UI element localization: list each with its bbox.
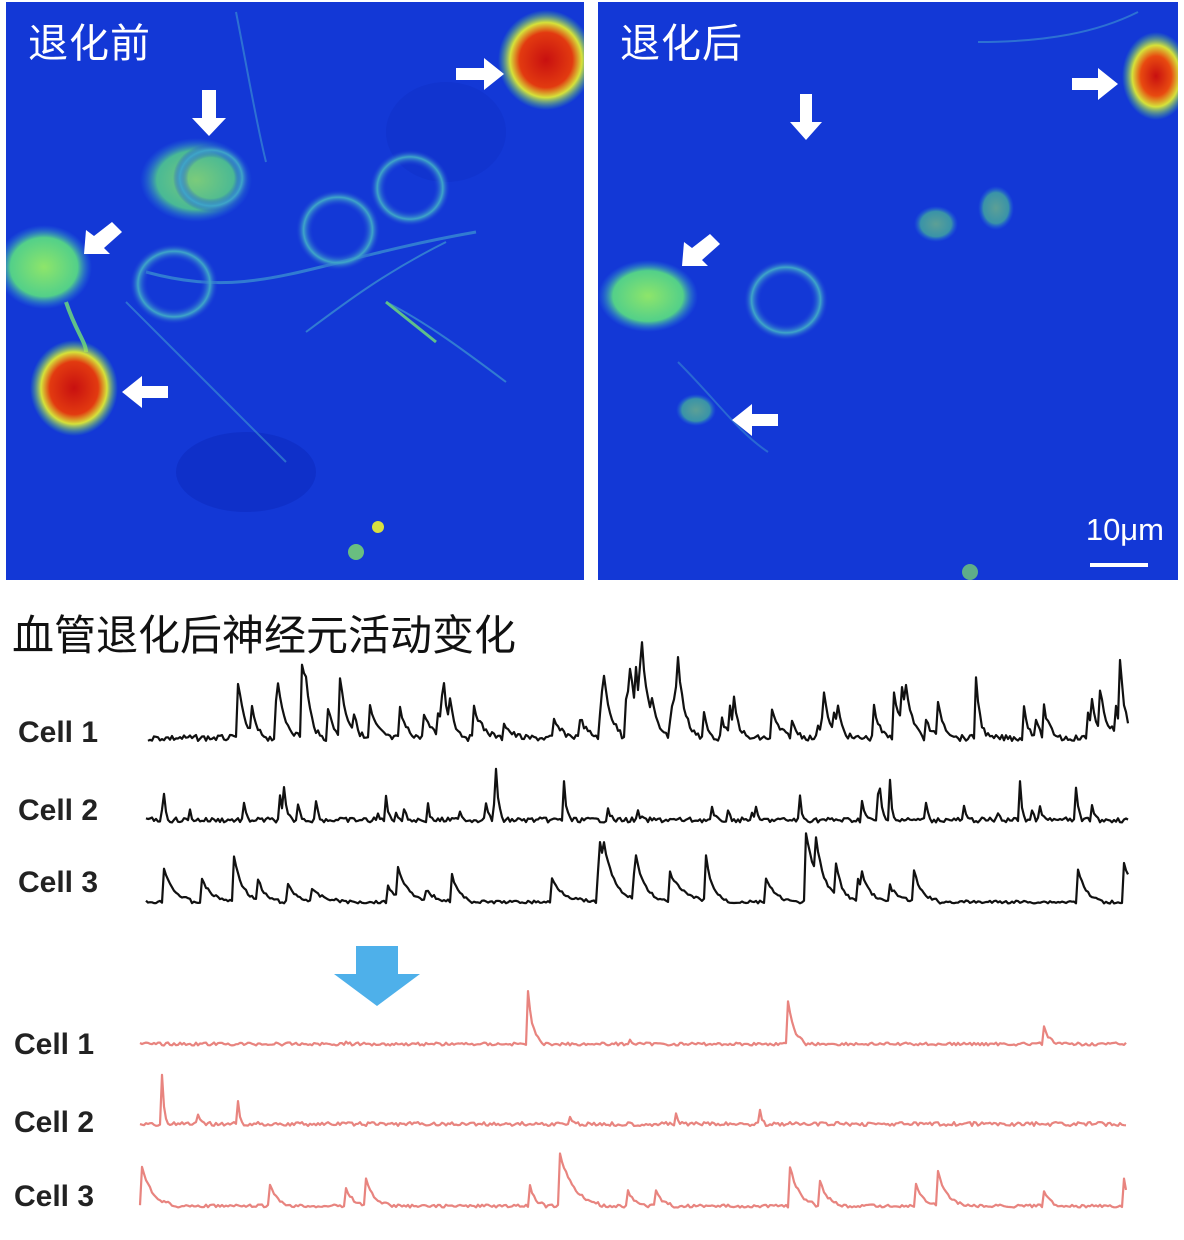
before-microscopy-image xyxy=(6,2,584,580)
trace-after-cell3 xyxy=(138,1152,1128,1209)
trace-before-cell3 xyxy=(145,832,1129,905)
trace-after-cell2 xyxy=(139,1073,1127,1128)
trace-after-cell1 xyxy=(139,989,1127,1047)
after-microscopy-image xyxy=(598,2,1178,580)
white-arrow-icon xyxy=(192,90,226,136)
trace-label-before-cell3: Cell 3 xyxy=(18,866,99,899)
white-arrow-icon xyxy=(1072,68,1118,100)
white-arrow-icon xyxy=(790,94,822,140)
trace-label-before-cell2: Cell 2 xyxy=(18,794,99,827)
white-arrow-icon xyxy=(84,222,122,254)
trace-label-before-cell1: Cell 1 xyxy=(18,716,99,749)
scale-bar-label: 10μm xyxy=(1085,512,1164,547)
white-arrow-icon xyxy=(456,58,504,90)
before-image-panel: 退化前 xyxy=(6,2,584,580)
down-arrow-icon xyxy=(334,946,420,1006)
trace-before-cell2 xyxy=(145,767,1129,824)
section-title: 血管退化后神经元活动变化 xyxy=(12,611,517,660)
scale-bar xyxy=(1090,563,1148,567)
trace-label-after-cell3: Cell 3 xyxy=(14,1180,95,1213)
after-image-panel: 退化后 10μm xyxy=(598,2,1178,580)
white-arrow-icon xyxy=(682,234,720,266)
after-label: 退化后 xyxy=(620,21,743,67)
trace-label-after-cell1: Cell 1 xyxy=(14,1028,95,1061)
white-arrow-icon xyxy=(732,404,778,436)
before-label: 退化前 xyxy=(28,21,151,67)
trace-before-cell1 xyxy=(147,641,1130,743)
trace-label-after-cell2: Cell 2 xyxy=(14,1106,95,1139)
white-arrow-icon xyxy=(122,376,168,408)
